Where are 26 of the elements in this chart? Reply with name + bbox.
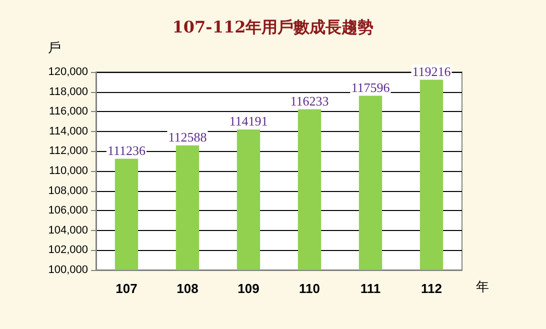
x-tick-label: 110	[299, 281, 320, 296]
x-tick-label: 108	[176, 281, 198, 296]
data-label: 119216	[412, 64, 452, 79]
y-tick-label: 104,000	[48, 224, 88, 236]
x-axis-title: 年	[476, 280, 489, 295]
y-tick-label: 120,000	[48, 66, 88, 78]
data-label: 114191	[229, 114, 268, 129]
x-tick-label: 112	[421, 281, 442, 296]
data-label: 112588	[168, 129, 207, 144]
y-axis-title: 戶	[48, 41, 61, 56]
y-tick-label: 110,000	[49, 165, 88, 177]
data-label: 116233	[290, 93, 329, 108]
chart-title: 107-112年用戶數成長趨勢	[172, 18, 374, 36]
y-tick-label: 102,000	[48, 244, 88, 256]
y-tick-label: 116,000	[49, 106, 88, 118]
y-tick-label: 108,000	[48, 184, 88, 197]
y-tick-label: 118,000	[49, 86, 88, 98]
x-tick-label: 109	[238, 281, 260, 296]
y-tick-label: 106,000	[48, 204, 88, 217]
x-tick-label: 107	[116, 281, 138, 296]
y-tick-label: 114,000	[49, 125, 88, 138]
x-tick-label: 111	[360, 281, 381, 296]
y-tick-label: 112,000	[49, 145, 88, 158]
data-label: 117596	[351, 80, 390, 95]
data-label: 111236	[107, 142, 146, 158]
y-tick-label: 100,000	[48, 264, 88, 276]
